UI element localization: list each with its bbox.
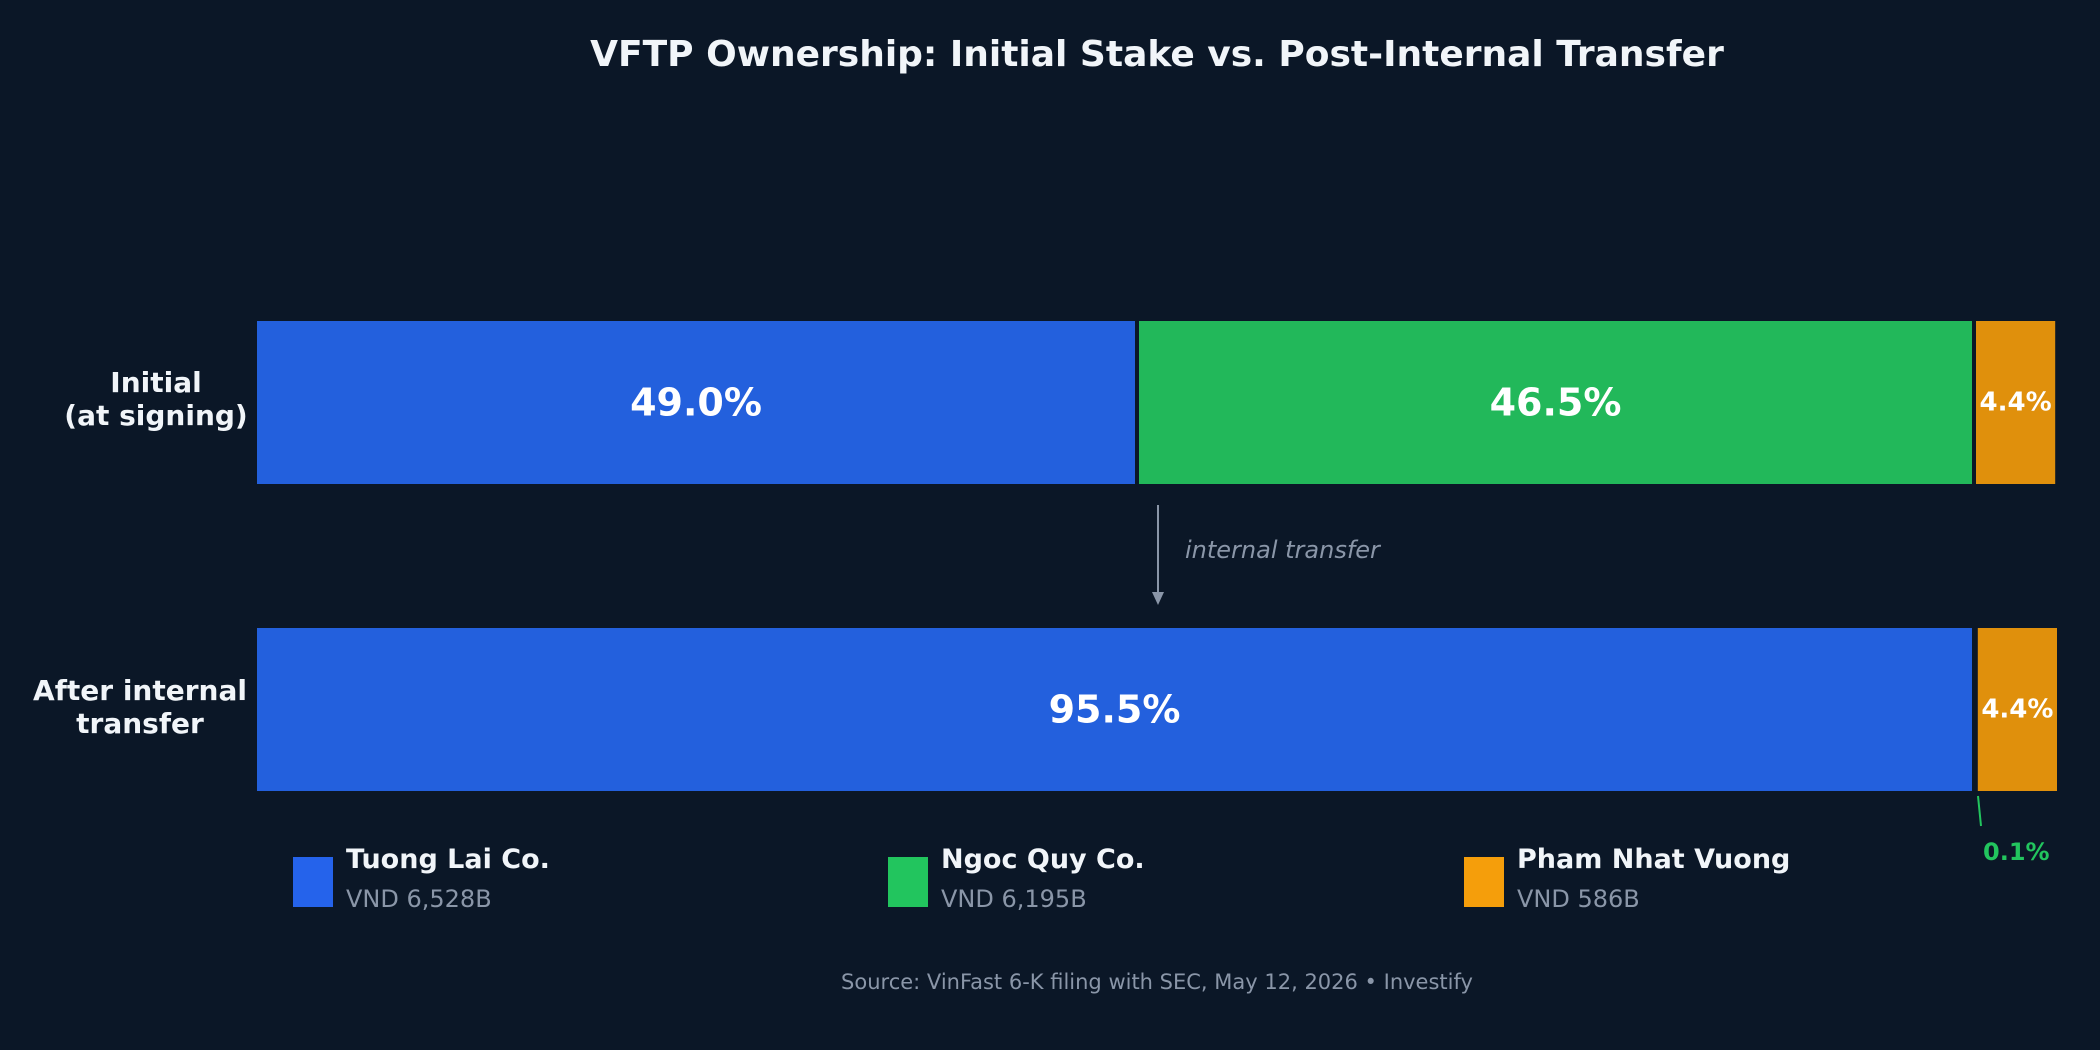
legend-name-pham-nhat-vuong: Pham Nhat Vuong <box>1517 844 1791 875</box>
row-label-initial: Initial (at signing) <box>40 366 272 432</box>
bar-label-tuong-lai-co-row1: 49.0% <box>630 381 762 425</box>
bar-label-pham-nhat-vuong-row2: 4.4% <box>1981 695 2053 725</box>
bar-tuong-lai-co-row1 <box>257 321 1135 484</box>
transfer-arrow-head <box>1152 592 1164 605</box>
residual-label: 0.1% <box>1983 838 2050 866</box>
legend-name-tuong-lai: Tuong Lai Co. <box>346 844 550 875</box>
legend-swatch-pham-nhat-vuong <box>1464 857 1504 907</box>
legend-value-tuong-lai: VND 6,528B <box>346 885 492 913</box>
legend-value-pham-nhat-vuong: VND 586B <box>1517 885 1640 913</box>
row-label-initial-line2: (at signing) <box>64 399 248 432</box>
bar-label-tuong-lai-co-row2: 95.5% <box>1049 688 1181 732</box>
row-label-after-line1: After internal <box>33 674 247 707</box>
bars-group: 49.0% 46.5% 4.4% 95.5% 4.4% <box>257 321 2057 791</box>
row-label-after: After internal transfer <box>20 674 260 740</box>
row-label-after-line2: transfer <box>76 707 204 740</box>
transfer-note: internal transfer <box>1185 536 1380 564</box>
residual-leader-line <box>1977 795 1982 827</box>
source-note: Source: VinFast 6-K filing with SEC, May… <box>841 970 1473 994</box>
bar-pham-nhat-vuong-row2 <box>1977 628 2057 791</box>
bar-label-ngoc-quy-co-row1: 46.5% <box>1490 381 1622 425</box>
legend-value-ngoc-quy: VND 6,195B <box>941 885 1087 913</box>
bar-label-pham-nhat-vuong-row1: 4.4% <box>1980 388 2052 418</box>
legend-swatch-ngoc-quy <box>888 857 928 907</box>
row-label-initial-line1: Initial <box>110 366 202 399</box>
bar-ngoc-quy-co-row1 <box>1139 321 1972 484</box>
bar-pham-nhat-vuong-row1 <box>1976 321 2056 484</box>
chart-title: VFTP Ownership: Initial Stake vs. Post-I… <box>590 34 1724 75</box>
legend-swatch-tuong-lai <box>293 857 333 907</box>
bar-tuong-lai-co-row2 <box>257 628 1972 791</box>
legend-name-ngoc-quy: Ngoc Quy Co. <box>941 844 1145 875</box>
